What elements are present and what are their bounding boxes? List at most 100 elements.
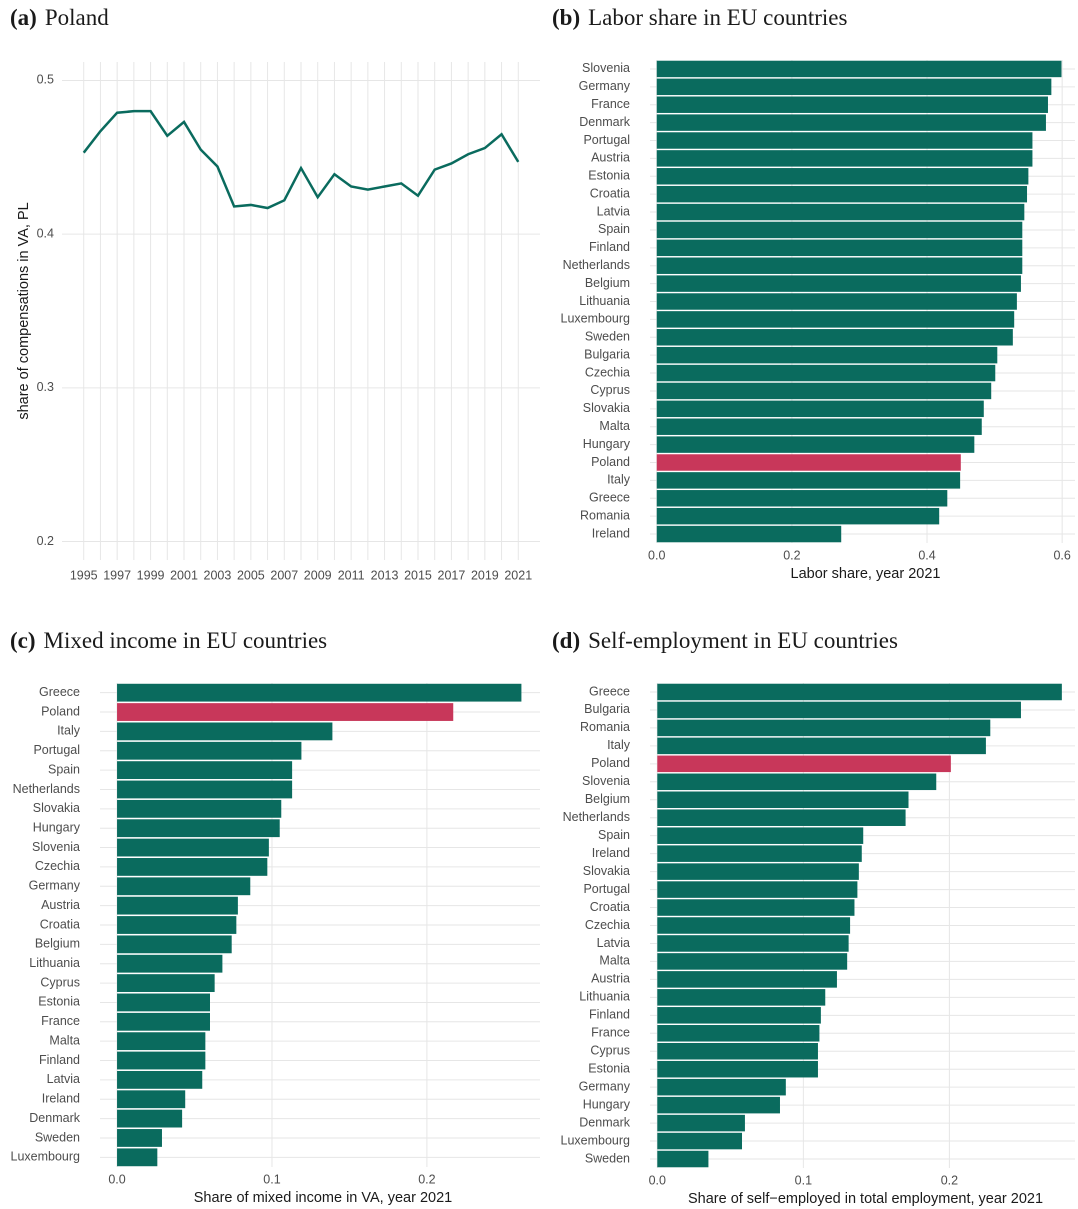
x-tick-label: 0.0 xyxy=(108,1172,125,1186)
y-tick-label: Sweden xyxy=(585,330,630,344)
y-tick-label: Sweden xyxy=(35,1130,80,1144)
y-tick-label: Hungary xyxy=(33,820,81,834)
bar xyxy=(117,1148,158,1167)
bar xyxy=(117,896,238,915)
y-tick-label: Czechia xyxy=(585,918,630,932)
line xyxy=(82,109,520,210)
bar xyxy=(656,78,1052,96)
y-tick-label: Estonia xyxy=(588,169,630,183)
y-tick-label: Cyprus xyxy=(590,1044,630,1058)
y-tick-label: Germany xyxy=(29,879,81,893)
y-tick-label: Luxembourg xyxy=(561,312,631,326)
y-tick-label: Luxembourg xyxy=(11,1150,81,1164)
y-tick-label: Greece xyxy=(589,491,630,505)
y-tick-label: Latvia xyxy=(597,936,630,950)
x-tick-label: 0.6 xyxy=(1053,548,1070,562)
y-tick-label: Austria xyxy=(41,898,80,912)
bar xyxy=(117,838,269,857)
bar xyxy=(117,722,333,741)
y-tick-label: Italy xyxy=(57,724,81,738)
y-tick-label: Finland xyxy=(589,240,630,254)
bar xyxy=(656,257,1023,274)
y-tick-label: Austria xyxy=(591,151,630,165)
y-tick-label: Slovenia xyxy=(582,61,630,75)
y-tick-label: Latvia xyxy=(47,1072,80,1086)
x-tick-label: 1999 xyxy=(137,568,165,582)
bar xyxy=(117,1070,203,1089)
y-tick-label: Slovenia xyxy=(32,840,80,854)
y-tick-label: Croatia xyxy=(40,917,80,931)
x-tick-label: 0.2 xyxy=(418,1172,435,1186)
bar xyxy=(657,773,937,791)
panel-title: (a) Poland xyxy=(10,5,109,30)
y-tick-label: Denmark xyxy=(579,115,630,129)
bar xyxy=(656,436,975,453)
y-tick-label: Belgium xyxy=(585,276,630,290)
bar xyxy=(656,185,1028,203)
bar xyxy=(657,1078,786,1096)
bar xyxy=(657,935,849,952)
y-tick-label: Sweden xyxy=(585,1151,630,1165)
y-tick-label: Bulgaria xyxy=(584,347,630,361)
y-tick-label: Malta xyxy=(599,419,630,433)
bar xyxy=(656,221,1023,239)
bar xyxy=(657,917,851,934)
bar xyxy=(117,877,251,896)
panel-title-text: Labor share in EU countries xyxy=(588,5,847,30)
y-tick-label: Netherlands xyxy=(563,258,630,272)
x-tick-label: 2019 xyxy=(471,568,499,582)
y-tick-label: Spain xyxy=(48,762,80,776)
y-tick-label: Belgium xyxy=(35,937,80,951)
y-tick-label: Hungary xyxy=(583,437,631,451)
y-tick-label: Croatia xyxy=(590,900,630,914)
y-tick-label: Slovakia xyxy=(583,401,630,415)
bar xyxy=(656,329,1013,346)
y-tick-label: Spain xyxy=(598,828,630,842)
y-tick-label: 0.5 xyxy=(37,73,54,87)
bar xyxy=(117,993,210,1012)
y-tick-label: Romania xyxy=(580,508,630,522)
bar xyxy=(657,1096,780,1114)
y-tick-label: Ireland xyxy=(592,846,630,860)
bar xyxy=(656,507,940,525)
bar xyxy=(657,863,859,880)
x-axis-label: Share of self−employed in total employme… xyxy=(688,1191,1043,1207)
bar xyxy=(657,1150,709,1168)
y-axis-label: share of compensations in VA, PL xyxy=(16,202,32,419)
bar xyxy=(657,1114,745,1132)
bar xyxy=(657,953,848,970)
bar xyxy=(657,809,906,826)
y-tick-label: Cyprus xyxy=(40,975,80,989)
panel-title-text: Self-employment in EU countries xyxy=(588,628,898,653)
bar xyxy=(117,1109,183,1128)
bar xyxy=(657,899,855,916)
y-tick-label: Spain xyxy=(598,222,630,236)
x-tick-label: 2007 xyxy=(270,568,298,582)
panel-label: (b) xyxy=(552,5,580,30)
y-tick-label: Netherlands xyxy=(13,782,80,796)
y-tick-label: Latvia xyxy=(597,204,630,218)
bar xyxy=(656,168,1029,185)
y-tick-label: Luxembourg xyxy=(561,1133,631,1147)
bar xyxy=(656,454,961,471)
bar xyxy=(657,737,986,755)
x-tick-label: 0.2 xyxy=(941,1173,958,1187)
bar xyxy=(656,114,1046,131)
x-tick-label: 2017 xyxy=(438,568,466,582)
y-tick-label: Slovenia xyxy=(582,774,630,788)
y-tick-label: Portugal xyxy=(33,743,80,757)
x-tick-label: 2013 xyxy=(371,568,399,582)
bar xyxy=(657,881,858,898)
y-tick-label: Poland xyxy=(41,704,80,718)
x-tick-label: 1997 xyxy=(103,568,131,582)
x-tick-label: 2003 xyxy=(204,568,232,582)
bar xyxy=(656,96,1048,113)
bar xyxy=(117,703,454,721)
bar xyxy=(656,311,1015,328)
x-axis-label: Labor share, year 2021 xyxy=(791,566,941,582)
bar xyxy=(657,719,991,737)
bar xyxy=(657,755,951,773)
bar xyxy=(117,761,293,780)
x-tick-label: 2011 xyxy=(338,568,365,582)
x-tick-label: 0.1 xyxy=(795,1173,812,1187)
